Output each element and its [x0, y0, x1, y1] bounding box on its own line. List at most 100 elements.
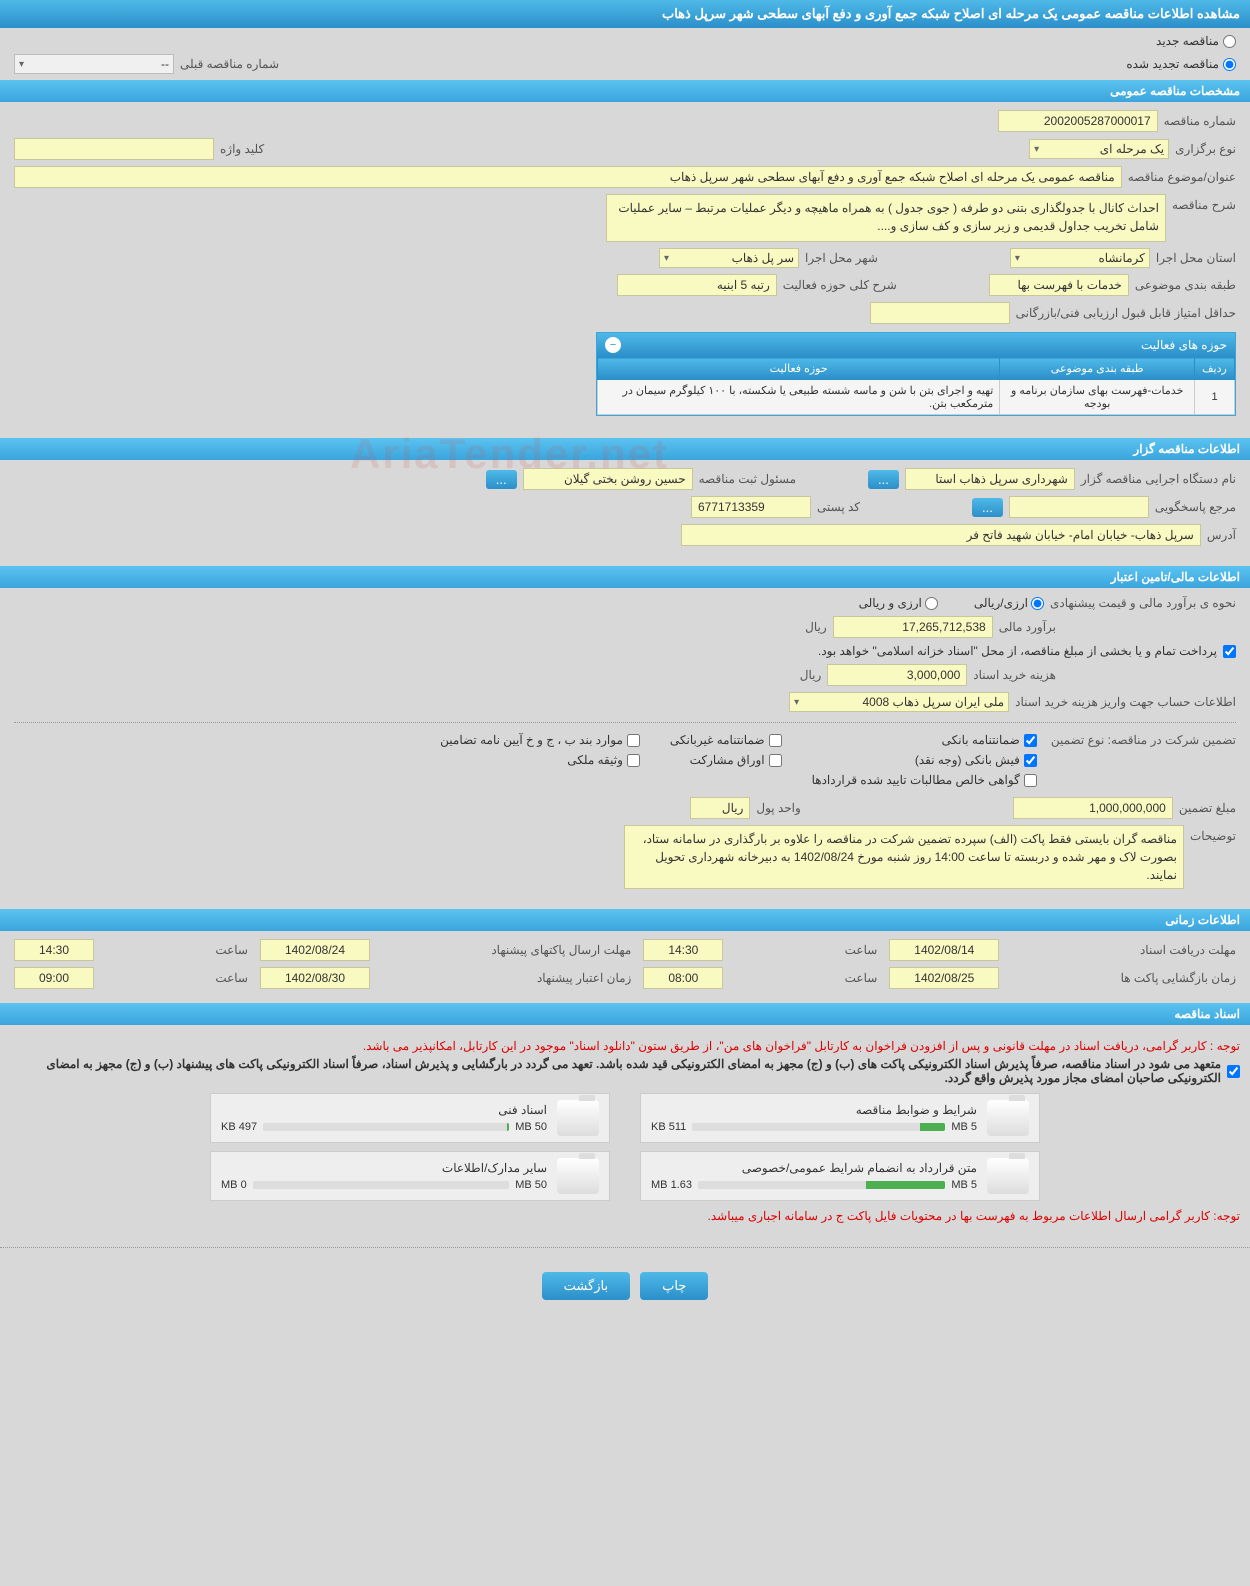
- holding-type-select[interactable]: یک مرحله ای▾: [1029, 139, 1169, 159]
- doc1-title: شرایط و ضوابط مناقصه: [651, 1103, 977, 1117]
- category-field: خدمات با فهرست بها: [989, 274, 1129, 296]
- radio-new[interactable]: مناقصه جدید: [1156, 34, 1236, 48]
- section-general: مشخصات مناقصه عمومی: [0, 80, 1250, 102]
- chk-nonbank[interactable]: ضمانتنامه غیربانکی: [670, 733, 782, 747]
- receive-time: 14:30: [643, 939, 723, 961]
- province-label: استان محل اجرا: [1156, 251, 1236, 265]
- account-select[interactable]: ملی ایران سرپل ذهاب 4008▾: [789, 692, 1009, 712]
- address-field: سرپل ذهاب- خیابان امام- خیابان شهید فاتح…: [681, 524, 1201, 546]
- activity-desc-field: رتبه 5 ابنیه: [617, 274, 777, 296]
- guarantee-type-label: تضمین شرکت در مناقصه: نوع تضمین: [1051, 733, 1236, 747]
- doc4-title: سایر مدارک/اطلاعات: [221, 1161, 547, 1175]
- resp-label: مسئول ثبت مناقصه: [699, 472, 796, 486]
- folder-icon: [987, 1158, 1029, 1194]
- chk-cash[interactable]: فیش بانکی (وجه نقد): [812, 753, 1037, 767]
- open-date: 1402/08/25: [889, 967, 999, 989]
- rial-unit: ریال: [805, 620, 827, 634]
- desc-label: شرح مناقصه: [1172, 198, 1236, 212]
- time-label-2: ساعت: [106, 943, 248, 957]
- doc-box-terms[interactable]: شرایط و ضوابط مناقصه 5 MB 511 KB: [640, 1093, 1040, 1143]
- doc3-size: 1.63 MB: [651, 1179, 692, 1191]
- doc-box-contract[interactable]: متن قرارداد به انضمام شرایط عمومی/خصوصی …: [640, 1151, 1040, 1201]
- separator: [0, 1247, 1250, 1248]
- send-label: مهلت ارسال پاکتهای پیشنهاد: [382, 943, 631, 957]
- holding-type-label: نوع برگزاری: [1175, 142, 1236, 156]
- back-button[interactable]: بازگشت: [542, 1272, 630, 1300]
- time-label-4: ساعت: [106, 971, 248, 985]
- send-date: 1402/08/24: [260, 939, 370, 961]
- doc4-max: 50 MB: [515, 1179, 547, 1191]
- city-label: شهر محل اجرا: [805, 251, 878, 265]
- currency-field: ریال: [690, 797, 750, 819]
- province-select[interactable]: کرمانشاه▾: [1010, 248, 1150, 268]
- doc3-max: 5 MB: [951, 1179, 977, 1191]
- doc3-bar: [698, 1181, 945, 1189]
- section-timing: اطلاعات زمانی: [0, 909, 1250, 931]
- minscore-field[interactable]: [870, 302, 1010, 324]
- guarantee-notes-field: مناقصه گران بایستی فقط پاکت (الف) سپرده …: [624, 825, 1184, 889]
- prev-tender-select[interactable]: --▾: [14, 54, 174, 74]
- orgname-label: نام دستگاه اجرایی مناقصه گزار: [1081, 472, 1236, 486]
- activity-table: ردیف طبقه بندی موضوعی حوزه فعالیت 1 خدما…: [597, 357, 1235, 415]
- doccost-label: هزینه خرید اسناد: [973, 668, 1056, 682]
- prev-num-label: شماره مناقصه قبلی: [180, 57, 279, 71]
- answerer-field[interactable]: [1009, 496, 1149, 518]
- answerer-more-button[interactable]: ...: [972, 498, 1003, 517]
- notice-2: متعهد می شود در اسناد مناقصه، صرفاً پذیر…: [10, 1057, 1221, 1085]
- treasury-note: پرداخت تمام و یا بخشی از مبلغ مناقصه، از…: [818, 644, 1217, 658]
- currency-label: واحد پول: [756, 801, 800, 815]
- answerer-label: مرجع پاسخگویی: [1155, 500, 1236, 514]
- doc-box-technical[interactable]: اسناد فنی 50 MB 497 KB: [210, 1093, 610, 1143]
- rial-unit2: ریال: [800, 668, 822, 682]
- activity-table-panel: حوزه های فعالیت − ردیف طبقه بندی موضوعی …: [596, 332, 1236, 416]
- doc1-size: 511 KB: [651, 1121, 686, 1133]
- doc2-max: 50 MB: [515, 1121, 547, 1133]
- doc1-bar: [692, 1123, 945, 1131]
- doc4-bar: [253, 1181, 510, 1189]
- orgname-more-button[interactable]: ...: [868, 470, 899, 489]
- folder-icon: [557, 1100, 599, 1136]
- tender-no-label: شماره مناقصه: [1164, 114, 1236, 128]
- resp-more-button[interactable]: ...: [486, 470, 517, 489]
- doc3-title: متن قرارداد به انضمام شرایط عمومی/خصوصی: [651, 1161, 977, 1175]
- doc4-size: 0 MB: [221, 1179, 247, 1191]
- commitment-checkbox[interactable]: [1227, 1065, 1240, 1078]
- chk-bylaw[interactable]: موارد بند ب ، ج و خ آیین نامه تضامین: [440, 733, 640, 747]
- treasury-checkbox[interactable]: [1223, 645, 1236, 658]
- folder-icon: [557, 1158, 599, 1194]
- postal-label: کد پستی: [817, 500, 860, 514]
- col-category: طبقه بندی موضوعی: [1000, 358, 1195, 380]
- tender-title-field: مناقصه عمومی یک مرحله ای اصلاح شبکه جمع …: [14, 166, 1122, 188]
- chk-securities[interactable]: اوراق مشارکت: [670, 753, 782, 767]
- folder-icon: [987, 1100, 1029, 1136]
- keyword-field[interactable]: [14, 138, 214, 160]
- section-documents: اسناد مناقصه: [0, 1003, 1250, 1025]
- chevron-down-icon: ▾: [664, 253, 669, 264]
- receive-label: مهلت دریافت اسناد: [1011, 943, 1236, 957]
- collapse-icon[interactable]: −: [605, 337, 621, 353]
- chk-bank[interactable]: ضمانتنامه بانکی: [812, 733, 1037, 747]
- title-label: عنوان/موضوع مناقصه: [1128, 170, 1236, 184]
- time-label-1: ساعت: [735, 943, 877, 957]
- category-label: طبقه بندی موضوعی: [1135, 278, 1236, 292]
- validity-time: 09:00: [14, 967, 94, 989]
- section-financial: اطلاعات مالی/تامین اعتبار: [0, 566, 1250, 588]
- city-select[interactable]: سر پل ذهاب▾: [659, 248, 799, 268]
- address-label: آدرس: [1207, 528, 1236, 542]
- validity-label: زمان اعتبار پیشنهاد: [382, 971, 631, 985]
- chk-confirmed[interactable]: گواهی خالص مطالبات تایید شده قراردادها: [812, 773, 1037, 787]
- radio-renewed[interactable]: مناقصه تجدید شده: [1126, 57, 1236, 71]
- guarantee-amount-label: مبلغ تضمین: [1179, 801, 1236, 815]
- chevron-down-icon: ▾: [794, 697, 799, 708]
- doccost-field: 3,000,000: [827, 664, 967, 686]
- page-title: مشاهده اطلاعات مناقصه عمومی یک مرحله ای …: [0, 0, 1250, 28]
- doc-box-other[interactable]: سایر مدارک/اطلاعات 50 MB 0 MB: [210, 1151, 610, 1201]
- minscore-label: حداقل امتیاز قابل قبول ارزیابی فنی/بازرگ…: [1016, 306, 1236, 320]
- receive-date: 1402/08/14: [889, 939, 999, 961]
- radio-rial[interactable]: ارزی/ریالی: [974, 596, 1044, 610]
- radio-both[interactable]: ارزی و ریالی: [859, 596, 938, 610]
- print-button[interactable]: چاپ: [640, 1272, 708, 1300]
- chk-property[interactable]: وثیقه ملکی: [440, 753, 640, 767]
- activity-table-title: حوزه های فعالیت: [1141, 338, 1227, 352]
- tender-type-radios: مناقصه جدید: [0, 28, 1250, 54]
